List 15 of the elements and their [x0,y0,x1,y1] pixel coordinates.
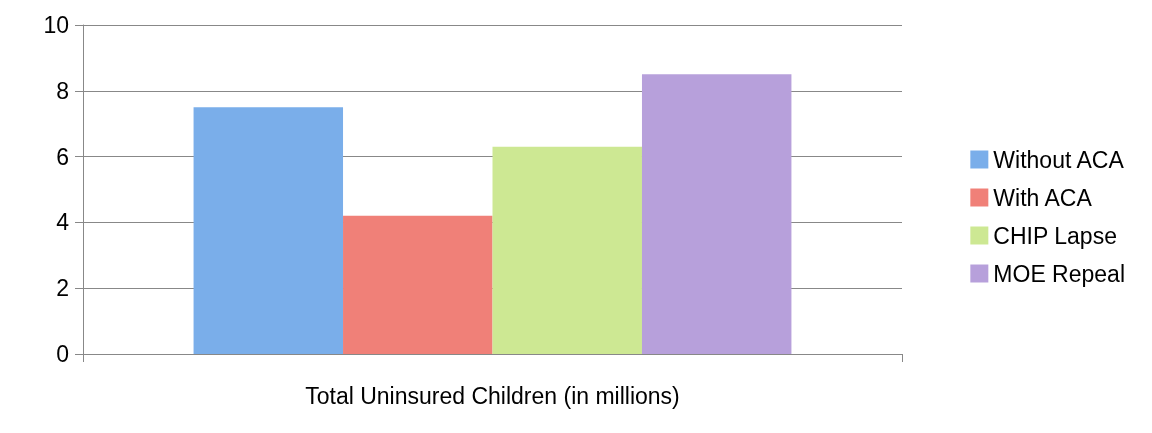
y-tick-label: 6 [56,143,69,170]
y-tick-label: 0 [56,341,69,367]
legend-label: CHIP Lapse [993,222,1117,249]
y-tick-label: 10 [43,12,69,38]
y-tick-label: 2 [56,275,69,302]
bar [343,215,493,354]
bar [641,74,792,354]
bar [193,107,344,354]
bar [492,146,642,354]
x-tick-label: Total Uninsured Children (in millions) [305,382,680,409]
legend-label: MOE Repeal [993,260,1126,287]
legend-label: With ACA [993,184,1093,211]
legend-label: Without ACA [993,146,1125,173]
y-tick-label: 8 [56,77,69,104]
y-tick-label: 4 [56,209,70,236]
